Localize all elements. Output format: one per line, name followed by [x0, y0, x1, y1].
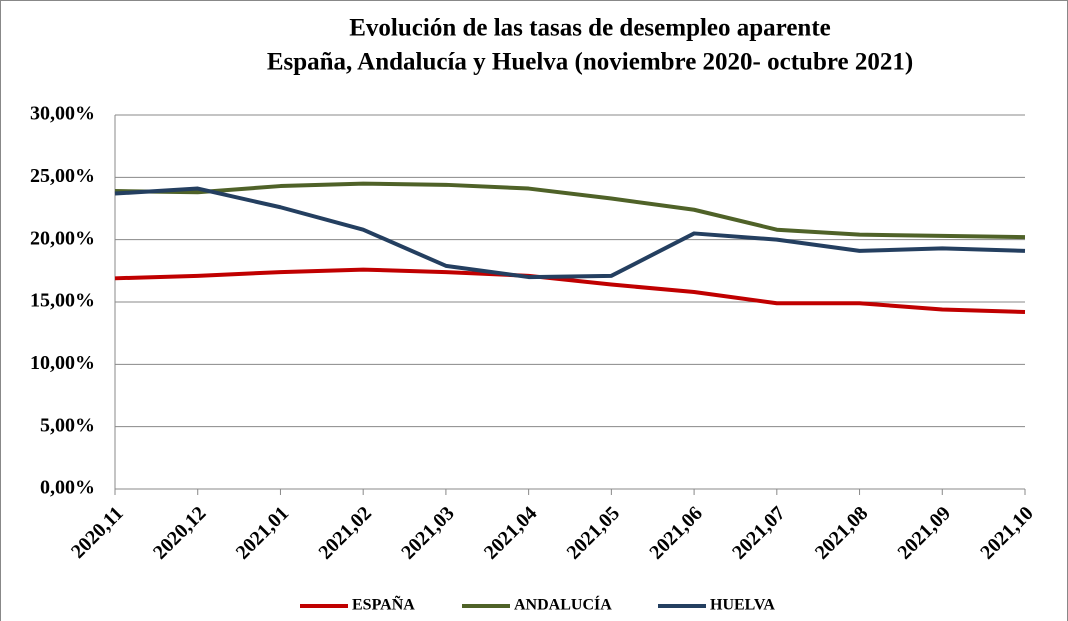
- x-tick-label: 2021,06: [645, 502, 707, 564]
- y-tick-label: 5,00%: [40, 414, 95, 436]
- legend-label: ANDALUCÍA: [514, 595, 612, 614]
- chart-title: Evolución de las tasas de desempleo apar…: [349, 15, 831, 42]
- x-tick-label: 2021,01: [232, 502, 294, 564]
- legend-label: ESPAÑA: [352, 595, 415, 614]
- x-tick-label: 2021,10: [976, 502, 1038, 564]
- x-tick-label: 2021,09: [894, 502, 956, 564]
- series-line: [114, 267, 1026, 314]
- x-tick-label: 2021,05: [563, 502, 625, 564]
- y-tick-label: 0,00%: [40, 477, 95, 499]
- series-line: [114, 181, 1026, 240]
- x-tick-label: 2021,04: [480, 502, 542, 564]
- x-tick-label: 2020,11: [67, 502, 128, 563]
- chart-subtitle: España, Andalucía y Huelva (noviembre 20…: [267, 49, 913, 76]
- x-tick-label: 2021,08: [811, 502, 873, 564]
- x-tick-label: 2021,03: [397, 502, 459, 564]
- x-tick-label: 2020,12: [149, 502, 211, 564]
- legend-label: HUELVA: [710, 597, 775, 614]
- y-tick-label: 10,00%: [30, 352, 95, 374]
- x-tick-label: 2021,07: [728, 502, 790, 564]
- y-tick-label: 15,00%: [30, 290, 95, 312]
- x-tick-label: 2021,02: [314, 502, 376, 564]
- series-line: [114, 186, 1026, 280]
- y-tick-label: 20,00%: [30, 227, 95, 249]
- y-tick-label: 30,00%: [30, 103, 95, 125]
- y-tick-label: 25,00%: [30, 165, 95, 187]
